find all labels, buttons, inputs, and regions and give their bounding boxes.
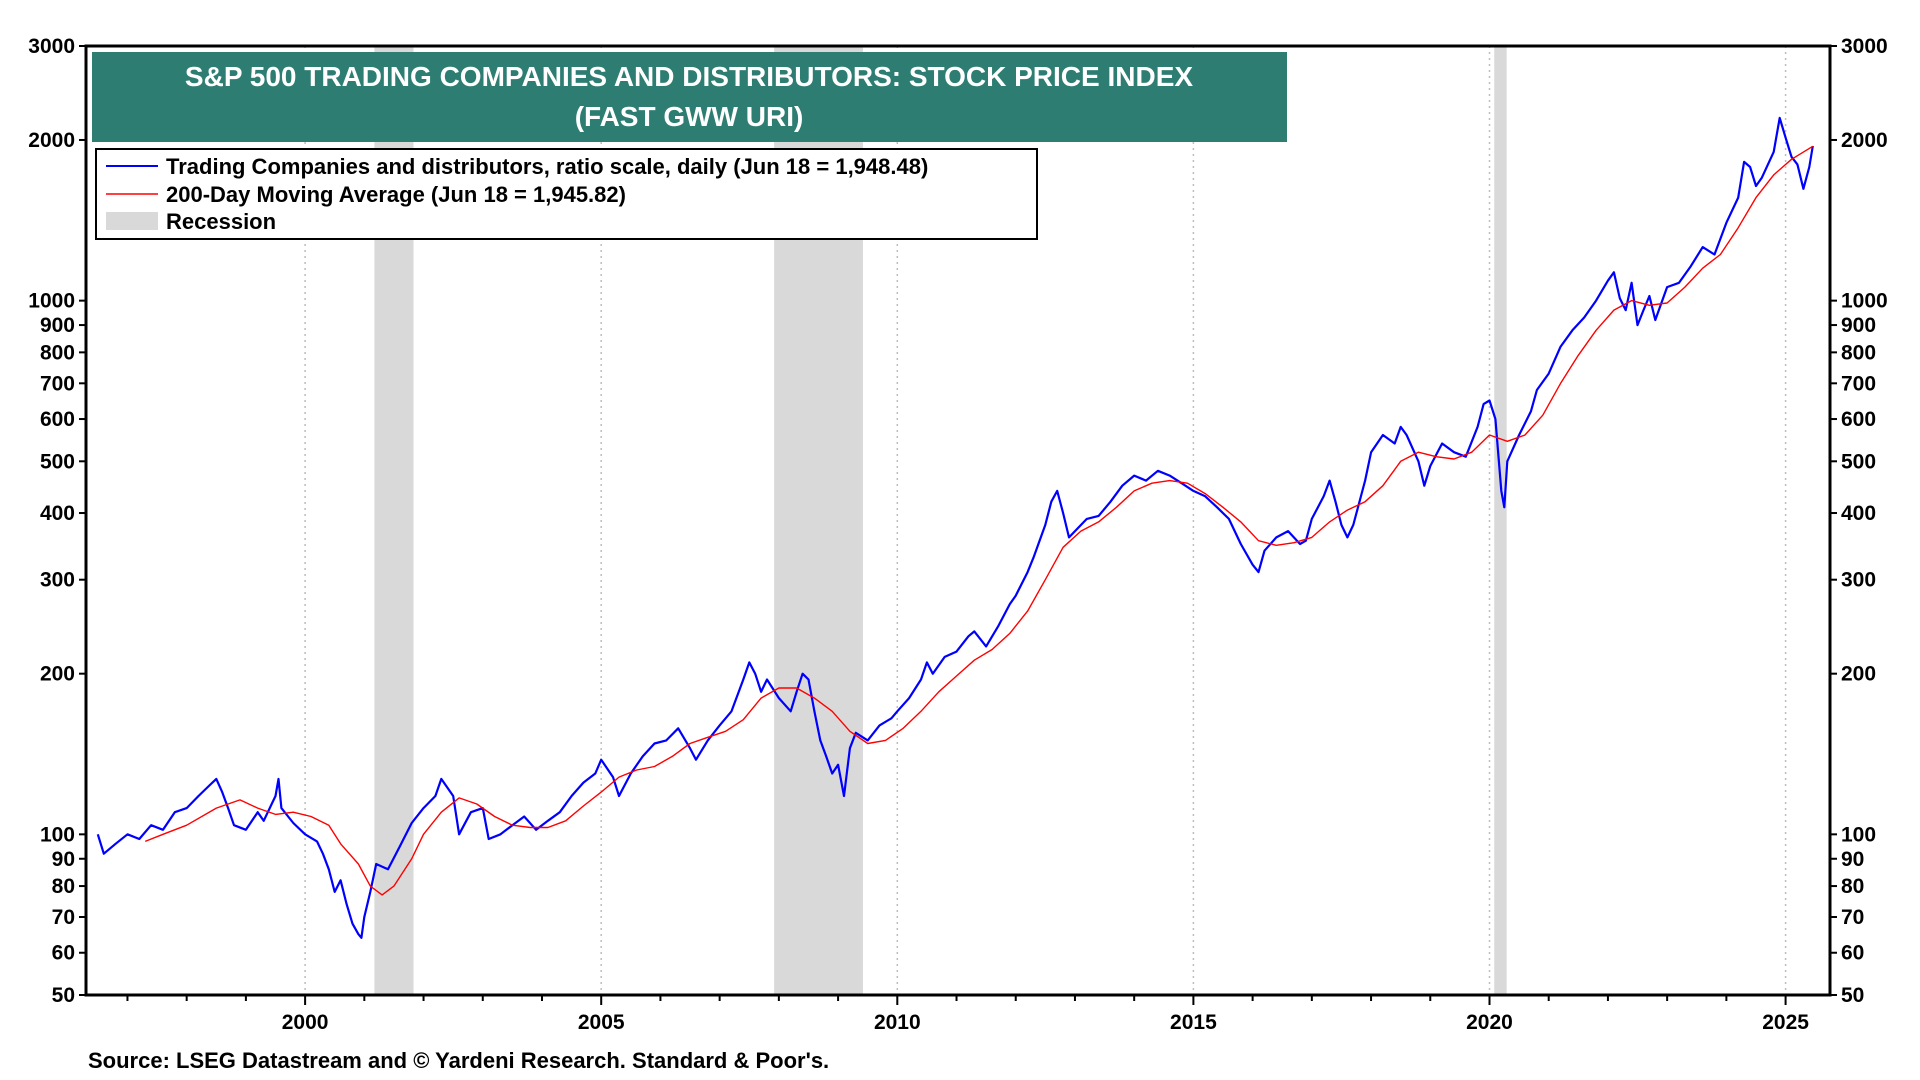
y-tick-label-right: 800 (1841, 341, 1876, 364)
series-lines (96, 116, 1814, 939)
y-tick-label-right: 900 (1841, 314, 1876, 337)
legend-label-moving-average: 200-Day Moving Average (Jun 18 = 1,945.8… (166, 182, 626, 207)
legend-label-price: Trading Companies and distributors, rati… (166, 154, 928, 179)
title-background (92, 52, 1287, 142)
y-tick-label-right: 2000 (1841, 129, 1888, 152)
legend-label-recession: Recession (166, 209, 276, 234)
y-tick-label-left: 50 (52, 984, 75, 1007)
y-tick-label-left: 3000 (28, 35, 75, 58)
legend-swatch-recession (106, 212, 158, 230)
y-tick-label-right: 1000 (1841, 290, 1888, 313)
y-tick-label-left: 100 (40, 823, 75, 846)
chart-subtitle: (FAST GWW URI) (575, 101, 804, 132)
recession-band (1494, 46, 1507, 995)
y-tick-label-left: 700 (40, 372, 75, 395)
y-tick-label-right: 60 (1841, 942, 1864, 965)
y-tick-label-right: 80 (1841, 875, 1864, 898)
plot-frame (84, 44, 1832, 997)
x-tick-label: 2020 (1466, 1011, 1513, 1034)
x-tick-label: 2025 (1762, 1011, 1809, 1034)
y-tick-label-right: 600 (1841, 408, 1876, 431)
y-tick-label-right: 3000 (1841, 35, 1888, 58)
chart-title-box: S&P 500 TRADING COMPANIES AND DISTRIBUTO… (92, 52, 1287, 142)
y-tick-label-left: 900 (40, 314, 75, 337)
x-tick-label: 2005 (578, 1011, 625, 1034)
legend-box (95, 148, 1038, 240)
y-tick-label-left: 600 (40, 408, 75, 431)
y-tick-label-left: 1000 (28, 290, 75, 313)
y-tick-label-right: 90 (1841, 848, 1864, 871)
source-note: Source: LSEG Datastream and © Yardeni Re… (88, 1048, 829, 1073)
y-tick-label-right: 50 (1841, 984, 1864, 1007)
y-tick-label-left: 200 (40, 663, 75, 686)
y-tick-label-left: 500 (40, 450, 75, 473)
moving-average-line (144, 145, 1814, 896)
legend: Trading Companies and distributors, rati… (95, 148, 1038, 240)
y-tick-label-left: 800 (40, 341, 75, 364)
y-tick-label-right: 300 (1841, 569, 1876, 592)
price-series-line (96, 116, 1814, 939)
y-tick-label-right: 70 (1841, 906, 1864, 929)
y-tick-label-left: 90 (52, 848, 75, 871)
x-tick-label: 2015 (1170, 1011, 1217, 1034)
chart-title: S&P 500 TRADING COMPANIES AND DISTRIBUTO… (185, 61, 1193, 92)
y-tick-label-left: 2000 (28, 129, 75, 152)
y-tick-label-left: 300 (40, 569, 75, 592)
y-tick-label-right: 500 (1841, 450, 1876, 473)
y-tick-label-left: 60 (52, 942, 75, 965)
y-tick-label-right: 200 (1841, 663, 1876, 686)
y-tick-label-right: 100 (1841, 823, 1876, 846)
x-tick-label: 2010 (874, 1011, 921, 1034)
y-tick-label-right: 700 (1841, 372, 1876, 395)
grid-lines (304, 46, 1787, 995)
x-tick-label: 2000 (282, 1011, 329, 1034)
y-tick-label-left: 70 (52, 906, 75, 929)
y-tick-label-left: 400 (40, 502, 75, 525)
y-tick-label-left: 80 (52, 875, 75, 898)
y-tick-label-right: 400 (1841, 502, 1876, 525)
